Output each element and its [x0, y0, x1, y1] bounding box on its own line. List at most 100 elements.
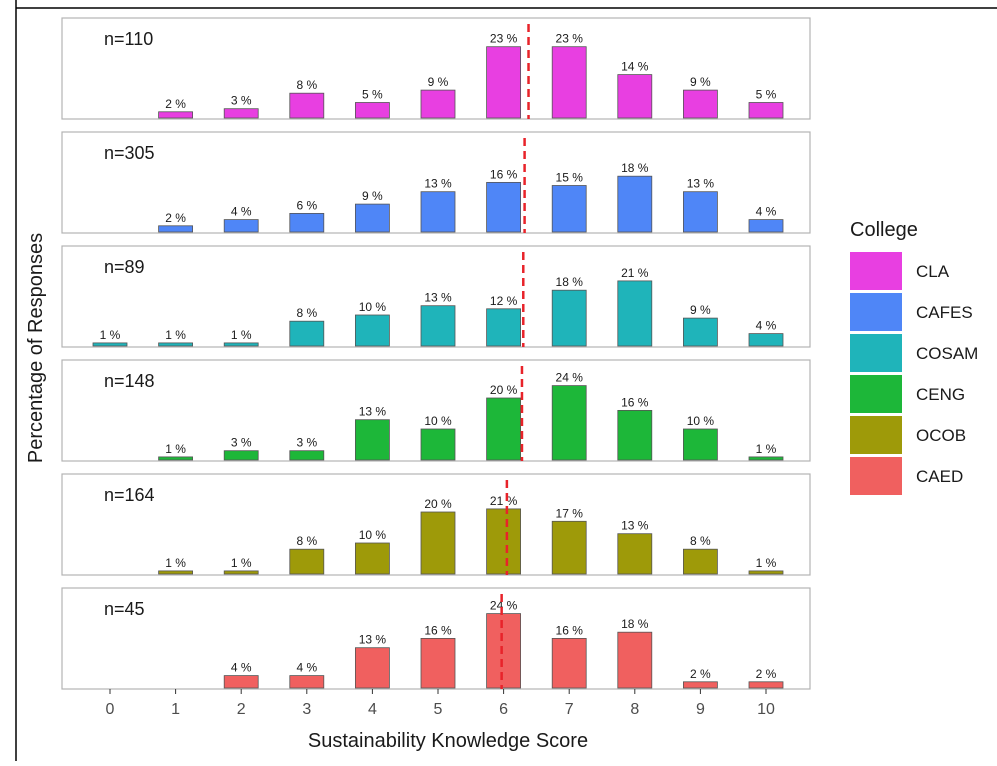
- bar: [748, 456, 784, 461]
- x-tick-label: 3: [302, 701, 311, 718]
- bar-data-label: 13 %: [359, 633, 387, 647]
- bar: [683, 317, 718, 347]
- bar: [617, 280, 653, 347]
- bar-data-label: 24 %: [556, 371, 584, 385]
- panel-caed: n=45 4 % 4 % 13 % 16 % 24 % 16 % 18 % 2 % 2 %: [61, 587, 811, 690]
- bar-data-label: 2 %: [165, 97, 186, 111]
- x-axis-title: Sustainability Knowledge Score: [308, 730, 588, 752]
- bar-data-label: 18 %: [621, 617, 649, 631]
- bar: [354, 542, 390, 575]
- bar-data-label: 21 %: [621, 266, 649, 280]
- x-axis: 0 1 2 3 4 5 6 7 8 9 10: [106, 689, 775, 718]
- bar: [551, 185, 587, 233]
- bar-data-label: 10 %: [359, 300, 387, 314]
- bar: [354, 203, 390, 233]
- bar-data-label: 8 %: [296, 306, 317, 320]
- x-tick-label: 9: [696, 701, 705, 718]
- bar-data-label: 16 %: [424, 623, 452, 637]
- bar-data-label: 20 %: [424, 497, 452, 511]
- legend-label: COSAM: [916, 344, 978, 363]
- bar: [223, 570, 259, 575]
- bar: [354, 102, 390, 119]
- bar: [486, 508, 522, 575]
- bar: [420, 428, 456, 461]
- bar: [289, 320, 325, 347]
- bar-data-label: 13 %: [424, 291, 452, 305]
- bar: [486, 308, 522, 347]
- bar-data-label: 1 %: [165, 556, 186, 570]
- bar-data-label: 10 %: [359, 528, 387, 542]
- bar-data-label: 1 %: [165, 442, 186, 456]
- bar: [223, 675, 259, 689]
- bar-data-label: 9 %: [690, 75, 711, 89]
- legend-swatch: [850, 375, 902, 413]
- bar-data-label: 20 %: [490, 383, 518, 397]
- bar: [223, 450, 259, 461]
- legend-entry-ceng: CENG: [850, 375, 965, 413]
- legend-entry-ocob: OCOB: [850, 416, 966, 454]
- bar-data-label: 1 %: [100, 328, 121, 342]
- bar-data-label: 24 %: [490, 599, 518, 613]
- bar: [354, 419, 390, 461]
- panel-n-label: n=305: [104, 143, 155, 163]
- bar: [617, 74, 653, 119]
- bar: [617, 533, 653, 575]
- bar: [617, 175, 653, 233]
- bar-data-label: 16 %: [621, 395, 649, 409]
- legend-swatch: [850, 416, 902, 454]
- bar: [486, 181, 522, 233]
- bar-data-label: 5 %: [756, 88, 777, 102]
- bar-data-label: 16 %: [490, 167, 518, 181]
- bar: [748, 681, 784, 689]
- x-tick-label: 7: [565, 701, 574, 718]
- bar: [158, 111, 194, 119]
- panel-n-label: n=89: [104, 257, 145, 277]
- bar: [617, 631, 653, 689]
- legend-entry-cla: CLA: [850, 252, 950, 290]
- bar: [748, 570, 784, 575]
- x-tick-label: 2: [237, 701, 246, 718]
- bar-data-label: 4 %: [231, 205, 252, 219]
- bar-data-label: 9 %: [362, 189, 383, 203]
- x-tick-label: 4: [368, 701, 377, 718]
- legend-entry-cafes: CAFES: [850, 293, 973, 331]
- bar-data-label: 18 %: [621, 161, 649, 175]
- legend-swatch: [850, 252, 902, 290]
- bar: [289, 675, 325, 689]
- bar: [289, 212, 325, 233]
- legend: College CLA CAFES COSAM CENG OCOB CAED: [850, 219, 978, 495]
- bar-data-label: 10 %: [687, 414, 715, 428]
- panel-n-label: n=148: [104, 371, 155, 391]
- bar-data-label: 6 %: [296, 198, 317, 212]
- bar-data-label: 1 %: [165, 328, 186, 342]
- bar-data-label: 23 %: [556, 32, 584, 46]
- bar: [420, 305, 456, 347]
- bar: [420, 511, 456, 575]
- bar-data-label: 17 %: [556, 506, 584, 520]
- legend-label: OCOB: [916, 426, 966, 445]
- bar-data-label: 9 %: [428, 75, 449, 89]
- bar: [289, 450, 325, 461]
- bar-data-label: 4 %: [756, 319, 777, 333]
- bar: [551, 520, 587, 575]
- bar: [551, 385, 587, 461]
- bar-data-label: 13 %: [621, 519, 649, 533]
- bar-data-label: 13 %: [687, 177, 715, 191]
- bar: [617, 409, 653, 461]
- bar-data-label: 3 %: [296, 436, 317, 450]
- panel-n-label: n=45: [104, 599, 145, 619]
- x-tick-label: 1: [171, 701, 180, 718]
- bar-data-label: 8 %: [296, 534, 317, 548]
- x-tick-label: 10: [757, 701, 775, 718]
- bar: [551, 638, 587, 689]
- panel-n-label: n=110: [104, 29, 153, 49]
- panel-n-label: n=164: [104, 485, 155, 505]
- bar-data-label: 12 %: [490, 294, 518, 308]
- legend-title: College: [850, 219, 918, 241]
- bar: [551, 46, 587, 119]
- bar: [354, 314, 390, 347]
- bar: [748, 102, 784, 119]
- bar-data-label: 1 %: [756, 556, 777, 570]
- bar: [354, 647, 390, 689]
